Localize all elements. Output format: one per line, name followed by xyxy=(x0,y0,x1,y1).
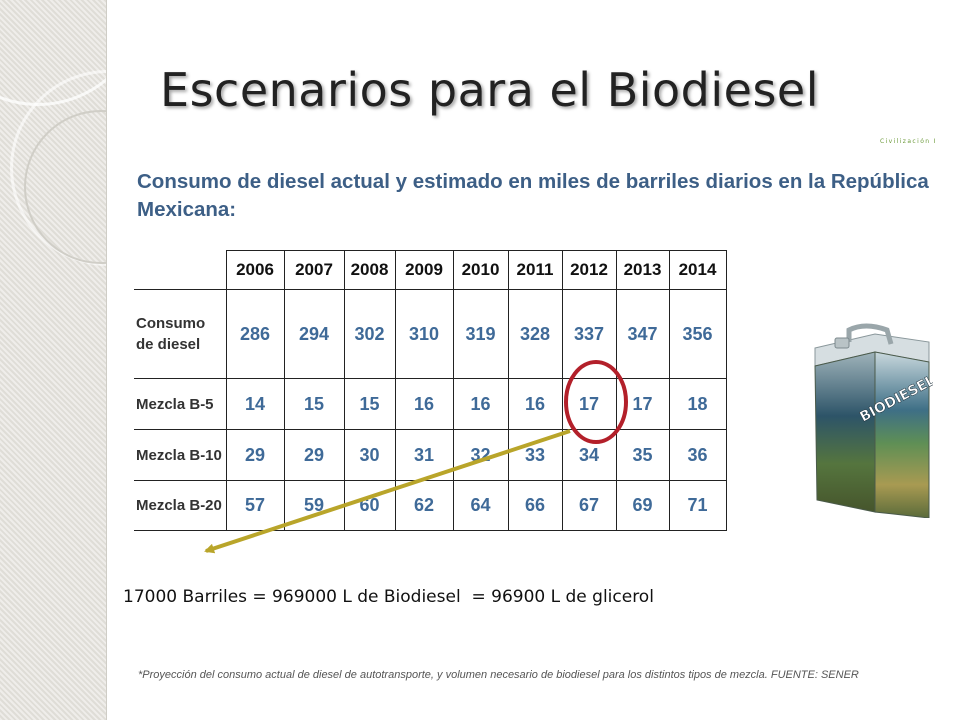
table-cell: 62 xyxy=(394,480,454,531)
row-label: Consumo de diesel xyxy=(134,289,227,379)
table-cell: 67 xyxy=(561,480,617,531)
row-label: Mezcla B-10 xyxy=(134,429,227,481)
table-cell: 18 xyxy=(668,378,727,430)
table-cell: 71 xyxy=(668,480,727,531)
table-cell: 16 xyxy=(507,378,563,430)
table-cell: 66 xyxy=(507,480,563,531)
table-cell: 17 xyxy=(615,378,670,430)
table-row-b5: Mezcla B-5 14 15 15 16 16 16 17 17 18 xyxy=(134,378,727,430)
table-cell: 60 xyxy=(343,480,396,531)
diesel-consumption-table: 2006 2007 2008 2009 2010 2011 2012 2013 … xyxy=(134,250,727,531)
table-cell: 29 xyxy=(283,429,345,481)
table-cell: 34 xyxy=(561,429,617,481)
conversion-equation: 17000 Barriles = 969000 L de Biodiesel =… xyxy=(123,587,654,607)
table-heading: Consumo de diesel actual y estimado en m… xyxy=(137,170,929,221)
table-cell: 15 xyxy=(343,378,396,430)
table-cell: 16 xyxy=(394,378,454,430)
highlighted-cell: 17 xyxy=(561,378,617,430)
table-cell: 310 xyxy=(394,289,454,379)
row-label: Mezcla B-5 xyxy=(134,378,227,430)
table-cell: 57 xyxy=(225,480,285,531)
year-header: 2014 xyxy=(668,250,727,290)
table-cell: 356 xyxy=(668,289,727,379)
table-cell: 31 xyxy=(394,429,454,481)
table-cell: 319 xyxy=(452,289,509,379)
year-header: 2013 xyxy=(615,250,670,290)
decorative-side-band xyxy=(0,0,107,720)
table-cell: 35 xyxy=(615,429,670,481)
table-cell: 14 xyxy=(225,378,285,430)
row-label: Mezcla B-20 xyxy=(134,480,227,531)
table-cell: 294 xyxy=(283,289,345,379)
table-cell: 64 xyxy=(452,480,509,531)
year-header: 2007 xyxy=(283,250,345,290)
table-cell: 347 xyxy=(615,289,670,379)
table-row-consumo: Consumo de diesel 286 294 302 310 319 32… xyxy=(134,289,727,379)
table-cell: 69 xyxy=(615,480,670,531)
table-cell: 30 xyxy=(343,429,396,481)
table-cell: 36 xyxy=(668,429,727,481)
table-row-b20: Mezcla B-20 57 59 60 62 64 66 67 69 71 xyxy=(134,480,727,531)
table-cell: 33 xyxy=(507,429,563,481)
table-cell: 32 xyxy=(452,429,509,481)
table-cell: 15 xyxy=(283,378,345,430)
year-header: 2009 xyxy=(394,250,454,290)
year-header: 2006 xyxy=(225,250,285,290)
table-cell: 337 xyxy=(561,289,617,379)
table-cell: 286 xyxy=(225,289,285,379)
table-cell: 59 xyxy=(283,480,345,531)
corner-cell xyxy=(134,250,227,290)
year-header: 2010 xyxy=(452,250,509,290)
table-cell: 328 xyxy=(507,289,563,379)
table-row-b10: Mezcla B-10 29 29 30 31 32 33 34 35 36 xyxy=(134,429,727,481)
table-cell: 29 xyxy=(225,429,285,481)
corner-watermark: Civilización I xyxy=(880,138,937,145)
biodiesel-can-image: BIODIESEL xyxy=(814,323,933,518)
year-header: 2011 xyxy=(507,250,563,290)
slide-title: Escenarios para el Biodiesel xyxy=(160,63,820,117)
table-cell: 302 xyxy=(343,289,396,379)
source-footnote: *Proyección del consumo actual de diesel… xyxy=(138,669,859,681)
year-header: 2008 xyxy=(343,250,396,290)
year-header: 2012 xyxy=(561,250,617,290)
table-cell: 16 xyxy=(452,378,509,430)
table-header-row: 2006 2007 2008 2009 2010 2011 2012 2013 … xyxy=(134,250,727,290)
